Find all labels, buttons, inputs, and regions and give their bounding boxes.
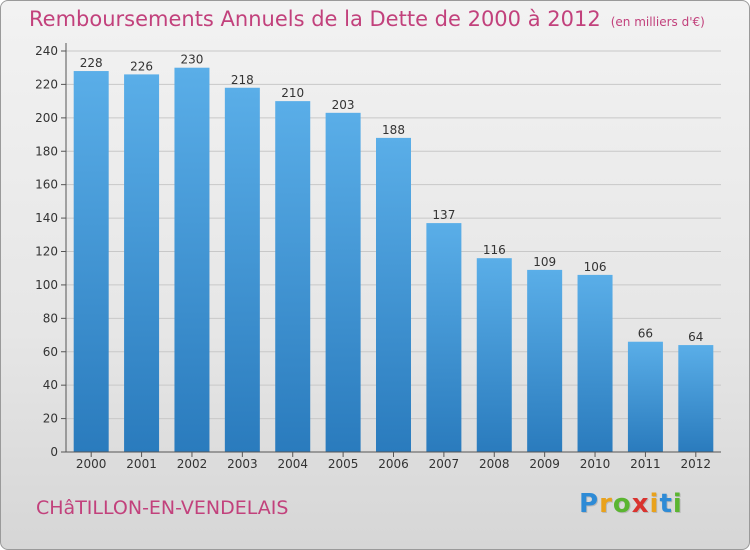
bar-2006 (376, 137, 411, 452)
bar-2004 (275, 101, 311, 452)
bar-2008 (476, 258, 512, 452)
bar-2010 (577, 274, 613, 452)
y-tick-label: 100 (35, 278, 58, 292)
bar-2005 (325, 112, 361, 452)
bar-2002 (174, 67, 210, 452)
bar-2003 (224, 87, 260, 452)
data-label-2012: 64 (688, 330, 703, 344)
logo-letter: i (672, 489, 683, 519)
data-label-2007: 137 (432, 208, 455, 222)
y-tick-label: 140 (35, 211, 58, 225)
y-tick-label: 0 (50, 445, 58, 459)
data-label-2003: 218 (231, 73, 254, 87)
data-label-2008: 116 (483, 243, 506, 257)
bar-2009 (527, 269, 563, 452)
x-tick-label-2002: 2002 (177, 457, 208, 471)
y-tick-label: 220 (35, 77, 58, 91)
bar-2012 (678, 345, 714, 452)
y-tick-label: 120 (35, 245, 58, 259)
data-label-2002: 230 (181, 53, 204, 67)
y-tick-label: 160 (35, 178, 58, 192)
chart-subtitle: (en milliers d'€) (610, 15, 705, 29)
data-label-2000: 228 (80, 56, 103, 70)
bar-2001 (124, 74, 160, 453)
logo-letter: r (599, 489, 613, 519)
x-tick-label-2003: 2003 (227, 457, 258, 471)
logo-letter: t (659, 489, 673, 519)
y-tick-label: 200 (35, 111, 58, 125)
commune-name: CHâTILLON-EN-VENDELAIS (36, 497, 289, 519)
bar-2007 (426, 223, 462, 452)
x-tick-label-2006: 2006 (378, 457, 409, 471)
data-label-2009: 109 (533, 255, 556, 269)
y-tick-label: 240 (35, 44, 58, 58)
x-tick-label-2011: 2011 (630, 457, 661, 471)
data-label-2005: 203 (332, 98, 355, 112)
y-tick-label: 180 (35, 144, 58, 158)
data-label-2010: 106 (584, 260, 607, 274)
x-tick-label-2007: 2007 (429, 457, 460, 471)
x-tick-label-2010: 2010 (580, 457, 611, 471)
logo-letter: i (649, 489, 660, 519)
data-label-2006: 188 (382, 123, 405, 137)
data-label-2011: 66 (638, 327, 653, 341)
x-tick-label-2009: 2009 (529, 457, 560, 471)
x-tick-label-2001: 2001 (126, 457, 157, 471)
y-tick-label: 20 (43, 412, 58, 426)
y-tick-label: 80 (43, 311, 58, 325)
logo-letter: P (579, 489, 600, 519)
x-tick-label-2005: 2005 (328, 457, 359, 471)
x-tick-label-2000: 2000 (76, 457, 107, 471)
chart-title: Remboursements Annuels de la Dette de 20… (29, 7, 601, 31)
chart-title-block: Remboursements Annuels de la Dette de 20… (29, 7, 705, 31)
data-label-2001: 226 (130, 59, 153, 73)
y-tick-label: 60 (43, 345, 58, 359)
data-label-2004: 210 (281, 86, 304, 100)
x-tick-label-2012: 2012 (681, 457, 712, 471)
bar-2000 (73, 71, 109, 453)
logo-letter: x (631, 489, 650, 519)
y-tick-label: 40 (43, 378, 58, 392)
bar-2011 (627, 341, 663, 452)
x-tick-label-2004: 2004 (277, 457, 308, 471)
logo-letter: o (612, 489, 632, 519)
x-tick-label-2008: 2008 (479, 457, 510, 471)
proxiti-logo: Proxiti (579, 489, 683, 519)
